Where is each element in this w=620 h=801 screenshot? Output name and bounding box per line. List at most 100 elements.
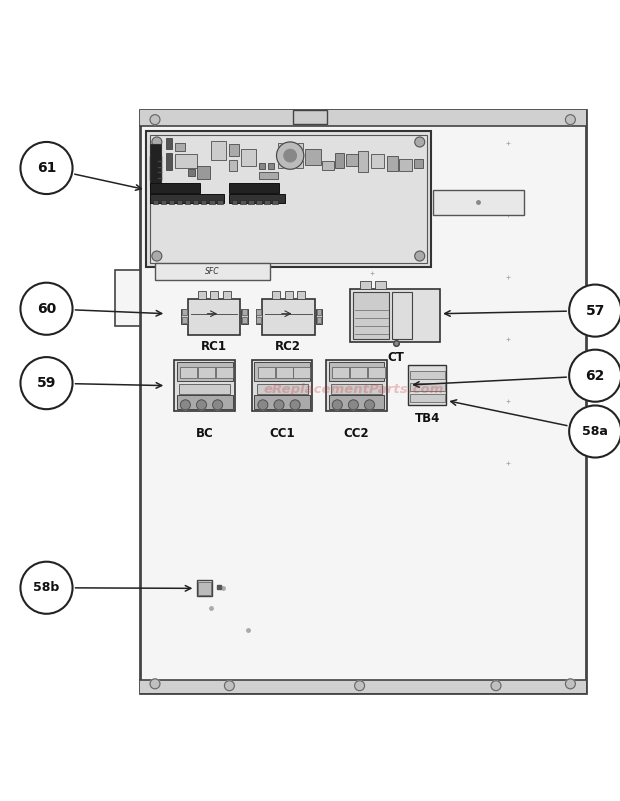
Text: BC: BC xyxy=(196,427,213,441)
Text: 62: 62 xyxy=(585,368,605,383)
Text: 57: 57 xyxy=(585,304,605,318)
Circle shape xyxy=(20,142,73,194)
Bar xyxy=(258,367,275,378)
Bar xyxy=(241,308,248,324)
Text: CC2: CC2 xyxy=(343,427,370,441)
Bar xyxy=(153,200,158,204)
Bar xyxy=(201,200,206,204)
Bar xyxy=(179,384,230,393)
Bar xyxy=(335,152,344,168)
Text: 59: 59 xyxy=(37,376,56,390)
Bar xyxy=(375,281,386,289)
Bar xyxy=(240,200,246,204)
Circle shape xyxy=(152,251,162,261)
Bar xyxy=(293,367,311,378)
Bar xyxy=(188,169,195,176)
Bar xyxy=(140,679,586,693)
Bar xyxy=(150,135,427,263)
Circle shape xyxy=(565,115,575,125)
Circle shape xyxy=(415,251,425,261)
Bar xyxy=(150,155,161,180)
Text: 61: 61 xyxy=(37,161,56,175)
Bar xyxy=(408,364,446,405)
Bar xyxy=(248,200,254,204)
Bar xyxy=(317,317,322,323)
Circle shape xyxy=(365,400,374,410)
Bar xyxy=(329,362,384,381)
Bar xyxy=(371,155,384,168)
Circle shape xyxy=(258,400,268,410)
Bar xyxy=(198,292,206,299)
Text: TB4: TB4 xyxy=(415,412,440,425)
Bar xyxy=(316,308,322,324)
Bar xyxy=(305,150,321,165)
Bar xyxy=(198,367,215,378)
Bar xyxy=(285,292,293,299)
Circle shape xyxy=(20,357,73,409)
Bar xyxy=(259,171,278,179)
Bar xyxy=(182,308,187,315)
Bar xyxy=(177,362,232,381)
Bar xyxy=(268,163,274,169)
Circle shape xyxy=(290,400,300,410)
Bar xyxy=(242,308,247,315)
Bar xyxy=(322,160,334,170)
Circle shape xyxy=(348,400,358,410)
Bar xyxy=(232,200,237,204)
Bar xyxy=(242,317,247,323)
Bar xyxy=(193,200,198,204)
Bar xyxy=(155,263,270,280)
Bar xyxy=(198,582,211,594)
Bar xyxy=(414,159,423,168)
Bar xyxy=(256,200,262,204)
Bar xyxy=(140,111,586,126)
Text: CT: CT xyxy=(387,351,404,364)
Bar xyxy=(350,367,367,378)
Bar xyxy=(174,360,235,411)
Bar xyxy=(346,154,358,166)
Bar xyxy=(410,372,445,380)
Bar xyxy=(180,367,197,378)
Bar xyxy=(229,183,279,193)
Bar xyxy=(140,111,586,693)
Bar xyxy=(433,190,524,215)
Bar xyxy=(297,292,305,299)
Bar xyxy=(166,152,172,170)
Text: SFC: SFC xyxy=(205,267,219,276)
Circle shape xyxy=(332,400,342,410)
Bar xyxy=(166,139,172,150)
Bar xyxy=(197,580,212,597)
Bar xyxy=(326,360,387,411)
Circle shape xyxy=(569,350,620,402)
Bar xyxy=(177,200,182,204)
Bar xyxy=(272,292,280,299)
Bar xyxy=(262,299,315,335)
Bar xyxy=(257,308,262,315)
Bar xyxy=(187,299,241,335)
Circle shape xyxy=(213,400,223,410)
Circle shape xyxy=(277,142,304,169)
Text: 60: 60 xyxy=(37,302,56,316)
Bar xyxy=(252,360,312,411)
Bar xyxy=(177,395,232,409)
Circle shape xyxy=(274,400,284,410)
Bar xyxy=(329,395,384,409)
Circle shape xyxy=(20,283,73,335)
Bar xyxy=(115,270,140,326)
Bar xyxy=(223,292,231,299)
Circle shape xyxy=(355,681,365,690)
Bar xyxy=(211,141,226,160)
Bar xyxy=(360,281,371,289)
Bar xyxy=(399,159,412,171)
Bar xyxy=(150,183,200,193)
Circle shape xyxy=(197,400,206,410)
Bar xyxy=(259,163,265,169)
Bar xyxy=(150,155,161,180)
Bar xyxy=(241,149,256,166)
Bar xyxy=(197,166,210,179)
Bar xyxy=(175,155,197,168)
Bar xyxy=(257,317,262,323)
Bar xyxy=(332,367,349,378)
Bar xyxy=(150,194,224,203)
Bar xyxy=(216,367,233,378)
